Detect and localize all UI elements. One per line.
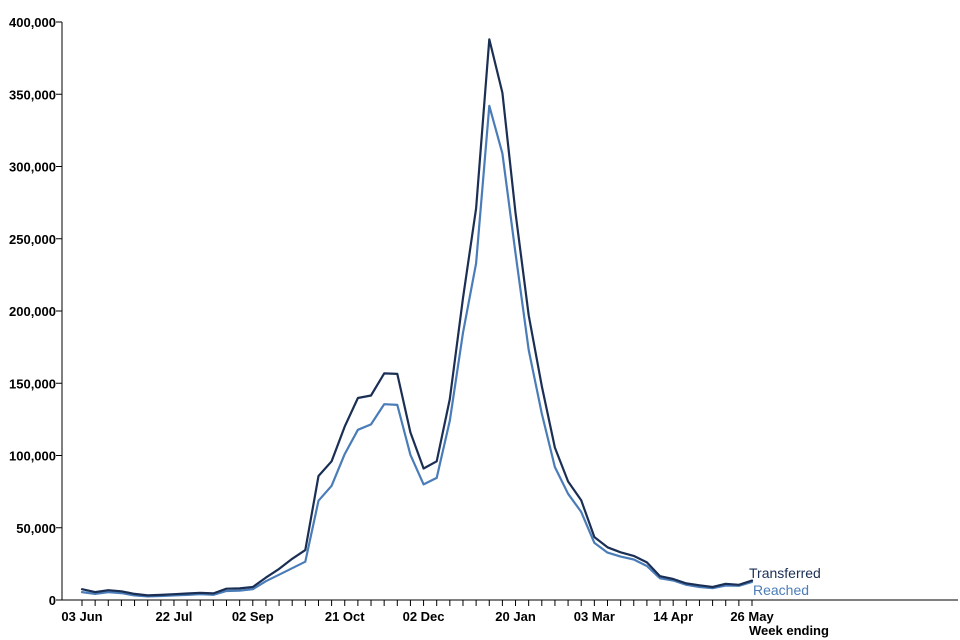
series-label-transferred: Transferred	[749, 565, 821, 581]
y-tick-label: 150,000	[9, 376, 56, 391]
x-tick-label: 20 Jan	[495, 609, 536, 624]
x-tick-label: 22 Jul	[156, 609, 193, 624]
y-tick-label: 0	[49, 593, 56, 608]
series-line-reached	[80, 104, 754, 598]
y-axis: 0 50,000 100,000 150,000 200,000 250,000 300,0…	[9, 15, 63, 608]
x-tick-label: 03 Mar	[574, 609, 615, 624]
y-tick-label: 100,000	[9, 449, 56, 464]
x-axis: 03 Jun 22 Jul 02 Sep 21 Oct 02 Dec 20 Jan 03 M…	[61, 599, 958, 624]
x-tick-label: 02 Dec	[403, 609, 445, 624]
y-tick-label: 250,000	[9, 232, 56, 247]
series-layer	[80, 38, 754, 598]
x-tick-label: 14 Apr	[653, 609, 693, 624]
y-tick-label: 300,000	[9, 160, 56, 175]
x-tick-label: 26 May	[730, 609, 774, 624]
x-tick-label: 21 Oct	[325, 609, 365, 624]
y-tick-label: 400,000	[9, 15, 56, 30]
y-tick-label: 200,000	[9, 304, 56, 319]
x-axis-title: Week ending	[749, 623, 829, 638]
series-label-reached: Reached	[753, 582, 809, 598]
x-tick-label: 02 Sep	[232, 609, 274, 624]
series-line-transferred	[80, 38, 754, 597]
y-tick-label: 350,000	[9, 87, 56, 102]
y-tick-label: 50,000	[16, 521, 56, 536]
x-tick-label: 03 Jun	[61, 609, 102, 624]
